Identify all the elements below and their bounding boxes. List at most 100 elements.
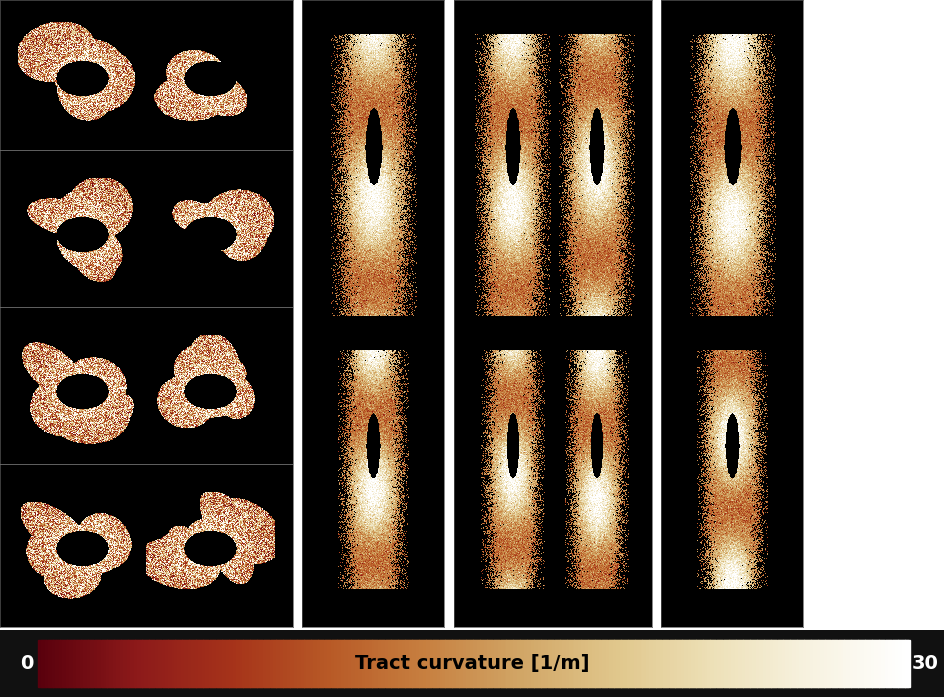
Bar xyxy=(199,640,202,687)
Bar xyxy=(706,640,709,687)
Bar xyxy=(713,640,716,687)
Bar xyxy=(335,640,338,687)
Bar xyxy=(803,640,806,687)
Bar xyxy=(572,640,575,687)
Bar xyxy=(75,640,77,687)
Bar xyxy=(378,640,379,687)
Bar xyxy=(642,640,645,687)
Bar xyxy=(626,640,629,687)
Bar xyxy=(395,640,397,687)
Bar xyxy=(55,640,58,687)
Bar xyxy=(90,640,93,687)
Bar xyxy=(564,640,566,687)
Bar xyxy=(595,640,598,687)
Bar xyxy=(137,640,140,687)
Bar xyxy=(838,640,841,687)
Bar xyxy=(288,640,291,687)
Bar xyxy=(244,640,247,687)
Bar xyxy=(845,640,848,687)
Bar xyxy=(523,640,526,687)
Bar xyxy=(746,640,749,687)
Bar xyxy=(454,640,456,687)
Bar xyxy=(821,640,823,687)
Bar xyxy=(469,640,472,687)
Bar xyxy=(778,640,780,687)
Bar xyxy=(545,640,547,687)
Bar xyxy=(262,640,265,687)
Bar xyxy=(504,640,507,687)
Bar xyxy=(329,640,331,687)
Bar xyxy=(363,640,366,687)
Bar xyxy=(376,640,379,687)
Bar xyxy=(123,640,126,687)
Bar xyxy=(143,640,146,687)
Bar xyxy=(783,640,785,687)
Bar xyxy=(184,640,187,687)
Bar xyxy=(836,640,839,687)
Bar xyxy=(887,640,890,687)
Bar xyxy=(343,640,345,687)
Bar xyxy=(609,640,612,687)
Bar xyxy=(680,640,683,687)
Bar xyxy=(731,640,733,687)
Bar xyxy=(619,640,622,687)
Bar xyxy=(539,640,542,687)
Bar xyxy=(83,640,86,687)
Bar xyxy=(720,640,723,687)
Bar xyxy=(644,640,646,687)
Bar xyxy=(890,640,893,687)
Bar xyxy=(120,640,122,687)
Bar xyxy=(570,640,573,687)
Bar xyxy=(269,640,272,687)
Bar xyxy=(215,640,218,687)
Bar xyxy=(665,640,667,687)
Bar xyxy=(73,640,76,687)
Bar xyxy=(170,640,173,687)
Bar xyxy=(741,640,744,687)
Bar xyxy=(591,640,594,687)
Bar xyxy=(224,640,227,687)
Bar xyxy=(59,640,61,687)
Bar xyxy=(494,640,497,687)
Bar xyxy=(163,640,166,687)
Bar xyxy=(489,640,491,687)
Bar xyxy=(48,640,51,687)
Bar xyxy=(865,640,868,687)
Bar xyxy=(814,640,817,687)
Bar xyxy=(892,640,895,687)
Bar xyxy=(799,640,801,687)
Bar xyxy=(516,640,519,687)
Bar xyxy=(566,640,569,687)
Bar xyxy=(842,640,845,687)
Bar xyxy=(508,640,511,687)
Bar xyxy=(698,640,700,687)
Bar xyxy=(745,640,747,687)
Bar xyxy=(433,640,435,687)
Bar xyxy=(325,640,328,687)
Bar xyxy=(211,640,212,687)
Bar xyxy=(588,640,590,687)
Bar xyxy=(332,640,334,687)
Bar xyxy=(442,640,445,687)
Bar xyxy=(576,640,579,687)
Bar xyxy=(766,640,768,687)
Bar xyxy=(733,640,734,687)
Bar xyxy=(327,640,329,687)
Bar xyxy=(110,640,113,687)
Bar xyxy=(330,640,333,687)
Bar xyxy=(598,640,601,687)
Bar xyxy=(189,640,192,687)
Bar xyxy=(549,640,552,687)
Bar xyxy=(461,640,464,687)
Bar xyxy=(797,640,800,687)
Bar xyxy=(232,640,235,687)
Bar xyxy=(733,640,736,687)
Bar xyxy=(71,640,74,687)
Bar xyxy=(201,640,204,687)
Bar xyxy=(603,640,606,687)
Bar xyxy=(657,640,660,687)
Bar xyxy=(389,640,392,687)
Bar xyxy=(203,640,206,687)
Bar xyxy=(172,640,175,687)
Bar xyxy=(667,640,670,687)
